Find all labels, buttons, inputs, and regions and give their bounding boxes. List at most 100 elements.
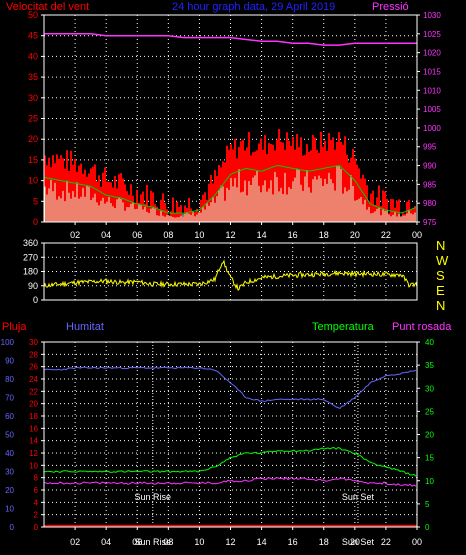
pressure-tick-label: 990: [423, 162, 437, 171]
sunset-label: Sun Set: [342, 492, 375, 502]
chart-title: 24 hour graph data, 29 April 2019: [172, 1, 335, 13]
x-tick-label: 12: [225, 230, 235, 240]
direction-tick-label: 270: [23, 252, 38, 262]
humidity-line: [43, 366, 417, 409]
rain-tick-label: 20: [29, 400, 38, 409]
rain-tick-label: 28: [29, 350, 38, 359]
humidity-tick-label: 80: [5, 375, 14, 384]
wind-tick-label: 0: [33, 217, 38, 227]
x-tick-label: 02: [70, 537, 80, 547]
rain-tick-label: 10: [29, 461, 38, 470]
x-tick-label: 06: [132, 230, 142, 240]
humidity-tick-label: 10: [5, 505, 14, 514]
wind-average-line: [43, 164, 417, 214]
pressure-tick-label: 980: [423, 199, 437, 208]
wind-tick-label: 50: [28, 10, 38, 20]
wind-tick-label: 20: [28, 134, 38, 144]
temperature-line: [43, 446, 417, 477]
x-tick-label: 00: [412, 230, 422, 240]
wind-tick-label: 10: [28, 176, 38, 186]
x-tick-label: 02: [70, 230, 80, 240]
humidity-tick-label: 90: [5, 357, 14, 366]
rain-tick-label: 8: [34, 474, 39, 483]
pressure-tick-label: 1005: [423, 105, 441, 114]
weather-panel: 0102030405060708090100024681012141618202…: [1, 338, 435, 547]
pressure-axis-title: Pressió: [372, 1, 409, 13]
rain-tick-label: 16: [29, 424, 38, 433]
pressure-tick-label: 975: [423, 218, 437, 227]
wind-axis-title: Velocitat del vent: [6, 1, 89, 13]
humidity-tick-label: 40: [5, 449, 14, 458]
x-tick-label: 20: [350, 230, 360, 240]
direction-tick-label: 360: [23, 238, 38, 248]
dewpoint-line: [43, 476, 417, 487]
rain-tick-label: 4: [34, 498, 39, 507]
sunset-axis-label: Sun Set: [342, 537, 375, 547]
sunrise-label: Sun Rise: [135, 492, 172, 502]
humidity-tick-label: 30: [5, 468, 14, 477]
temperature-tick-label: 40: [425, 338, 434, 347]
pressure-tick-label: 1010: [423, 86, 441, 95]
humidity-tick-label: 50: [5, 431, 14, 440]
compass-label: S: [436, 268, 445, 283]
x-tick-label: 22: [381, 230, 391, 240]
x-tick-label: 18: [319, 230, 329, 240]
x-tick-label: 00: [412, 537, 422, 547]
humidity-tick-label: 0: [10, 523, 15, 532]
pressure-tick-label: 985: [423, 180, 437, 189]
rain-axis-title: Pluja: [2, 321, 27, 333]
x-tick-label: 10: [194, 537, 204, 547]
pressure-tick-label: 995: [423, 143, 437, 152]
wind-pressure-panel: 0510152025303540455097598098599099510001…: [28, 10, 441, 240]
rain-tick-label: 12: [29, 449, 38, 458]
humidity-tick-label: 20: [5, 486, 14, 495]
x-tick-label: 14: [257, 230, 267, 240]
wind-tick-label: 45: [28, 31, 38, 41]
wind-tick-label: 30: [28, 93, 38, 103]
direction-tick-label: 180: [23, 267, 38, 277]
x-tick-label: 08: [163, 537, 173, 547]
sunrise-axis-label: Sun Rise: [135, 537, 172, 547]
rain-tick-label: 18: [29, 412, 38, 421]
humidity-axis-title: Humitat: [66, 321, 104, 333]
rain-tick-label: 26: [29, 363, 38, 372]
compass-label: W: [436, 253, 449, 268]
humidity-tick-label: 70: [5, 394, 14, 403]
x-tick-label: 04: [101, 537, 111, 547]
temperature-tick-label: 5: [425, 500, 430, 509]
x-tick-label: 14: [257, 537, 267, 547]
pressure-tick-label: 1020: [423, 49, 441, 58]
wind-tick-label: 15: [28, 155, 38, 165]
compass-label: E: [436, 283, 445, 298]
humidity-tick-label: 60: [5, 412, 14, 421]
temperature-tick-label: 35: [425, 361, 434, 370]
x-tick-label: 18: [319, 537, 329, 547]
temperature-tick-label: 30: [425, 384, 434, 393]
temperature-tick-label: 15: [425, 454, 434, 463]
humidity-tick-label: 100: [1, 338, 15, 347]
wind-tick-label: 5: [33, 196, 38, 206]
wind-tick-label: 40: [28, 51, 38, 61]
temperature-tick-label: 20: [425, 431, 434, 440]
rain-tick-label: 24: [29, 375, 38, 384]
rain-tick-label: 22: [29, 387, 38, 396]
wind-panel-frame: [43, 14, 418, 223]
rain-tick-label: 2: [34, 511, 39, 520]
x-tick-label: 20: [350, 537, 360, 547]
direction-panel-frame: [43, 242, 418, 301]
wind-direction-line: [43, 259, 418, 291]
dewpoint-axis-title: Punt rosada: [392, 321, 452, 333]
pressure-tick-label: 1030: [423, 11, 441, 20]
rain-tick-label: 30: [29, 338, 38, 347]
pressure-tick-label: 1025: [423, 30, 441, 39]
pressure-tick-label: 1015: [423, 67, 441, 76]
x-tick-label: 10: [194, 230, 204, 240]
temperature-tick-label: 10: [425, 477, 434, 486]
x-tick-label: 12: [225, 537, 235, 547]
direction-tick-label: 0: [33, 295, 38, 305]
x-tick-label: 16: [288, 537, 298, 547]
compass-label: N: [436, 238, 445, 253]
wind-tick-label: 25: [28, 114, 38, 124]
